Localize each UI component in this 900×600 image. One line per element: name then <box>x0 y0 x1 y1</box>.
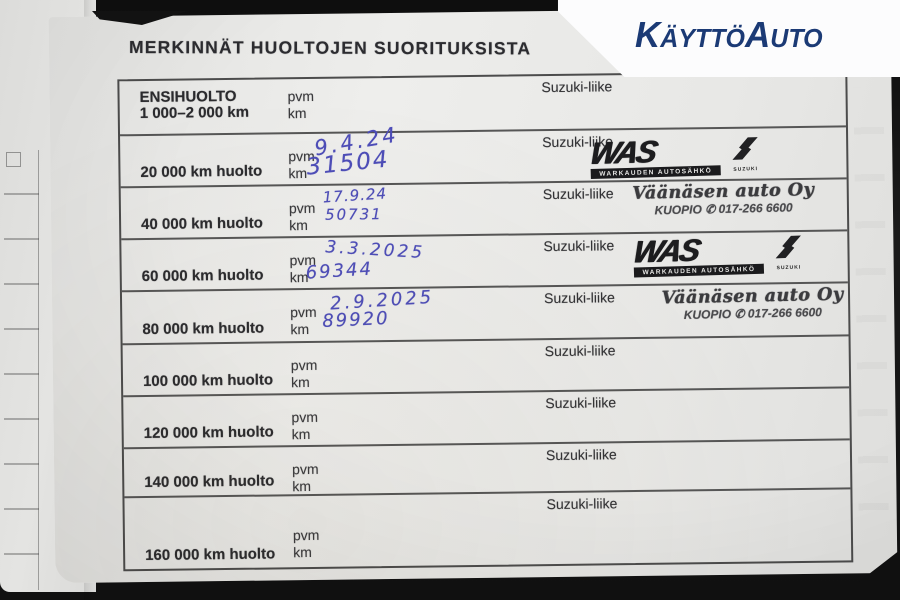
handwritten-odometer: 89920 <box>321 307 391 333</box>
service-row-120000: 120 000 km huolto pvm km Suzuki-liike <box>123 386 850 448</box>
pvm-label: pvm <box>292 526 320 544</box>
km-label: km <box>289 217 308 234</box>
dealer-label: Suzuki-liike <box>542 185 614 203</box>
dealer-label: Suzuki-liike <box>544 342 616 360</box>
dealer-label: Suzuki-liike <box>545 446 617 464</box>
suzuki-mark: SUZUKI <box>728 135 763 173</box>
pvm-label: pvm <box>290 303 317 321</box>
service-interval-label: 120 000 km huolto <box>143 423 274 443</box>
service-interval-label: 140 000 km huolto <box>144 472 275 492</box>
pvm-label: pvm <box>292 460 319 478</box>
interval-range: 1 000–2 000 km <box>139 103 250 123</box>
km-label: km <box>288 165 308 182</box>
service-interval-label: 20 000 km huolto <box>140 162 263 182</box>
kayttoauto-logo-text: KäyttöAuto <box>635 15 823 56</box>
handwritten-date: 17.9.24 <box>322 184 388 207</box>
page-bleed-texture <box>853 86 889 528</box>
service-interval-label: 40 000 km huolto <box>141 214 263 234</box>
suzuki-brand-label: SUZUKI <box>733 166 759 173</box>
service-row-ensihuolto: ENSIHUOLTO 1 000–2 000 km pvm km Suzuki-… <box>119 72 846 134</box>
adjacent-page-grid <box>4 150 39 590</box>
km-label: km <box>291 425 311 443</box>
pvm-label: pvm <box>291 408 319 426</box>
km-label: km <box>293 543 312 561</box>
service-row-160000: 160 000 km huolto pvm km Suzuki-liike <box>124 487 852 570</box>
kayttoauto-logo-box: KäyttöAuto <box>557 0 900 77</box>
km-label: km <box>292 477 312 495</box>
vaananen-name: Väänäsen auto Oy <box>661 284 844 309</box>
dealer-label: Suzuki-liike <box>543 289 615 307</box>
suzuki-mark: SUZUKI <box>771 233 806 271</box>
pvm-label: pvm <box>290 356 318 374</box>
dealer-label: Suzuki-liike <box>545 394 617 412</box>
vaananen-dealer-stamp: Väänäsen auto Oy KUOPIO ✆ 017-266 6600 <box>621 180 827 218</box>
service-row-80000: 80 000 km huolto pvm km Suzuki-liike 2.9… <box>121 281 849 344</box>
dealer-label: Suzuki-liike <box>543 237 615 255</box>
vaananen-dealer-stamp: Väänäsen auto Oy KUOPIO ✆ 017-266 6600 <box>650 284 856 322</box>
km-label: km <box>290 374 310 391</box>
was-dealer-stamp: WAS WARKAUDEN AUTOSÄHKÖ SUZUKI <box>586 134 763 182</box>
km-label: km <box>287 105 307 122</box>
vaananen-name: Väänäsen auto Oy <box>632 180 815 204</box>
suzuki-logo-icon <box>775 235 801 259</box>
service-interval-label: 60 000 km huolto <box>141 266 264 286</box>
service-row-60000: 60 000 km huolto pvm km Suzuki-liike 3.3… <box>121 229 848 291</box>
pvm-label: pvm <box>288 199 316 217</box>
suzuki-logo-icon <box>732 137 758 160</box>
service-interval-label: 80 000 km huolto <box>142 319 265 339</box>
km-label: km <box>290 321 310 338</box>
suzuki-brand-label: SUZUKI <box>776 264 802 272</box>
handwritten-date: 3.3.2025 <box>324 237 426 264</box>
service-interval-label: 100 000 km huolto <box>142 371 274 391</box>
service-interval-label: ENSIHUOLTO 1 000–2 000 km <box>139 88 250 123</box>
page-title: MERKINNÄT HUOLTOJEN SUORITUKSISTA <box>128 37 532 59</box>
service-table: ENSIHUOLTO 1 000–2 000 km pvm km Suzuki-… <box>117 70 854 572</box>
service-interval-label: 160 000 km huolto <box>145 545 276 565</box>
service-row-20000: 20 000 km huolto pvm km Suzuki-liike 9.4… <box>120 122 847 187</box>
service-row-40000: 40 000 km huolto pvm km Suzuki-liike 17.… <box>120 177 848 239</box>
service-row-140000: 140 000 km huolto pvm km Suzuki-liike <box>123 438 851 497</box>
service-book-page: MERKINNÄT HUOLTOJEN SUORITUKSISTA ENSIHU… <box>48 6 898 584</box>
service-row-100000: 100 000 km huolto pvm km Suzuki-liike <box>122 334 850 396</box>
handwritten-odometer: 69344 <box>305 258 374 284</box>
dealer-label: Suzuki-liike <box>546 495 618 513</box>
was-dealer-stamp: WAS WARKAUDEN AUTOSÄHKÖ SUZUKI <box>630 232 806 280</box>
pvm-label: pvm <box>287 87 315 105</box>
handwritten-odometer: 50731 <box>324 205 383 224</box>
adjacent-page-grid-cell <box>6 152 21 167</box>
dealer-label: Suzuki-liike <box>541 78 613 96</box>
